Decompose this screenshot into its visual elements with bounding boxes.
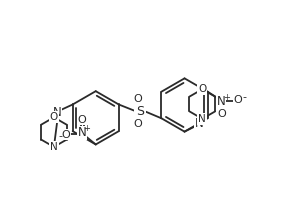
- Text: +: +: [83, 124, 90, 133]
- Text: N: N: [50, 142, 58, 152]
- Text: -: -: [242, 93, 246, 103]
- Text: -: -: [58, 132, 62, 141]
- Text: O: O: [134, 119, 142, 129]
- Text: O: O: [198, 84, 206, 94]
- Text: N: N: [52, 106, 61, 119]
- Text: N: N: [217, 95, 226, 108]
- Text: O: O: [77, 115, 86, 125]
- Text: O: O: [234, 94, 243, 104]
- Text: N: N: [195, 117, 204, 130]
- Text: N: N: [198, 114, 206, 124]
- Text: O: O: [134, 94, 142, 104]
- Text: +: +: [223, 93, 230, 102]
- Text: N: N: [77, 126, 86, 139]
- Text: O: O: [62, 130, 70, 140]
- Text: O: O: [217, 109, 226, 119]
- Text: O: O: [50, 112, 58, 122]
- Text: S: S: [136, 105, 144, 118]
